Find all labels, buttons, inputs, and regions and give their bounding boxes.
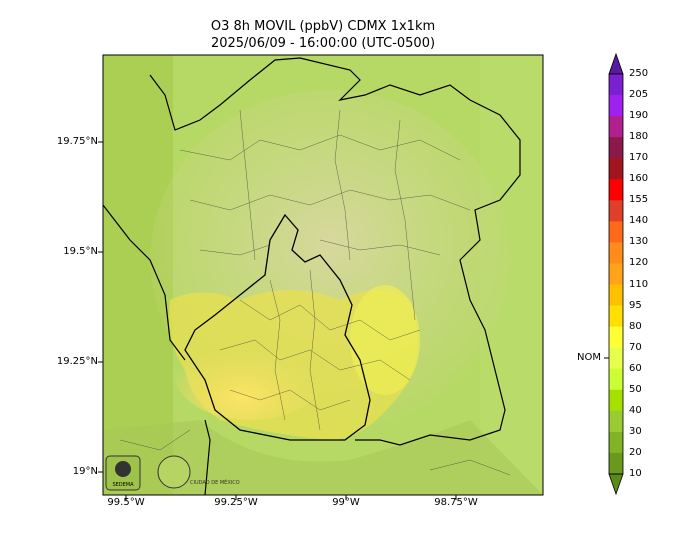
southern-region <box>103 420 543 495</box>
lat-label-19-75: 19.75°N <box>56 136 98 147</box>
sedema-logo: SEDEMA <box>105 455 141 491</box>
colorbar-segment <box>609 158 623 180</box>
cdmx-logo: CIUDAD DE MÉXICO <box>157 455 240 489</box>
colorbar-segment <box>609 284 623 307</box>
colorbar-tick-label: 160 <box>629 173 649 185</box>
colorbar-tick-label: 140 <box>629 215 649 227</box>
nom-label: NOM <box>577 352 601 363</box>
east-yellow-patch <box>350 285 420 395</box>
colorbar-tick-label: 190 <box>629 110 649 122</box>
colorbar-segment <box>609 305 623 328</box>
lat-label-19: 19°N <box>72 466 98 477</box>
municipality-boundaries <box>119 109 511 476</box>
colorbar-segment <box>609 326 623 349</box>
colorbar-tick-label: 250 <box>629 68 649 79</box>
svg-text:CIUDAD DE MÉXICO: CIUDAD DE MÉXICO <box>190 478 240 486</box>
colorbar-tick-label: 80 <box>629 320 642 332</box>
colorbar-tick-label: 180 <box>629 131 649 143</box>
colorbar-segment <box>609 347 623 370</box>
colorbar-segment <box>609 200 623 222</box>
colorbar-tick-label: 60 <box>629 362 642 374</box>
colorbar-tick-label: 95 <box>629 299 642 311</box>
colorbar-segment <box>609 137 623 159</box>
lon-label-98-75: 98.75°W <box>434 497 478 508</box>
state-boundary <box>103 57 521 495</box>
colorbar-segment <box>609 410 623 433</box>
lon-label-99-25: 99.25°W <box>214 497 258 508</box>
colorbar-tick-label: 130 <box>629 236 649 248</box>
lat-label-19-5: 19.5°N <box>63 246 98 257</box>
lon-label-99: 99°W <box>332 497 360 508</box>
colorbar-tick-label: 50 <box>629 383 642 395</box>
colorbar-max-arrow <box>608 52 624 75</box>
colorbar-segment <box>609 242 623 264</box>
colorbar <box>604 52 624 496</box>
lon-label-99-5: 99.5°W <box>107 497 145 508</box>
axis-ticks <box>98 141 457 500</box>
hot-spot <box>175 330 325 420</box>
colorbar-tick-label: 40 <box>629 404 642 416</box>
map-subtitle: 2025/06/09 - 16:00:00 (UTC-0500) <box>210 36 436 51</box>
colorbar-tick-label: 155 <box>629 194 649 206</box>
colorbar-segment <box>609 95 623 117</box>
colorbar-tick-label: 10 <box>629 468 642 479</box>
cdmx-boundary <box>184 213 371 441</box>
svg-text:SEDEMA: SEDEMA <box>112 482 134 488</box>
colorbar-segment <box>609 221 623 243</box>
colorbar-segment <box>609 431 623 454</box>
map-title: O3 8h MOVIL (ppbV) CDMX 1x1km <box>210 19 436 34</box>
map-frame <box>102 54 544 496</box>
colorbar-tick-label: 20 <box>629 446 642 458</box>
colorbar-tick-label: 205 <box>629 89 649 101</box>
colorbar-tick-label: 120 <box>629 257 649 269</box>
colorbar-tick-label: 110 <box>629 278 649 290</box>
colorbar-segment <box>609 116 623 138</box>
colorbar-segment <box>609 263 623 286</box>
colorbar-segment <box>609 74 623 96</box>
colorbar-segment <box>609 452 623 475</box>
lat-label-19-25: 19.25°N <box>56 356 98 367</box>
colorbar-tick-label: 30 <box>629 425 642 437</box>
colorbar-segment <box>609 389 623 412</box>
colorbar-segment <box>609 368 623 391</box>
colorbar-tick-label: 170 <box>629 152 649 164</box>
colorbar-segment <box>609 179 623 201</box>
colorbar-frame <box>608 73 624 475</box>
colorbar-tick-label: 70 <box>629 341 642 353</box>
colorbar-min-arrow <box>608 473 624 496</box>
